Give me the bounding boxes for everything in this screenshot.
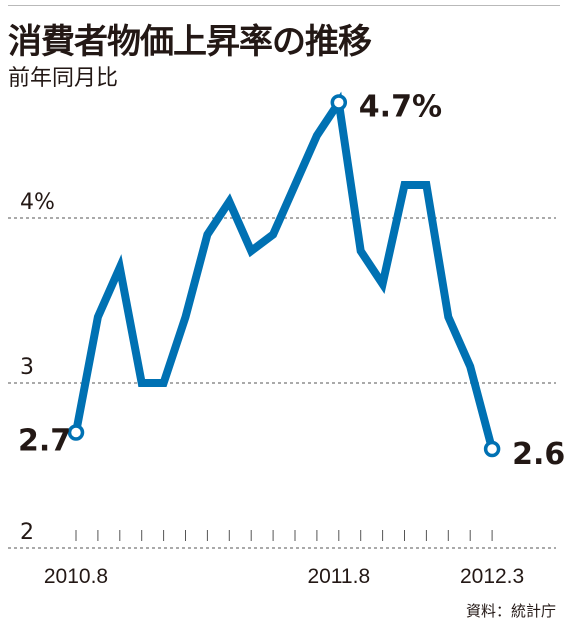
x-tick-label-1: 2011.8 bbox=[307, 565, 370, 588]
y-tick-label-2: 4% bbox=[20, 190, 55, 215]
point-marker-2 bbox=[483, 440, 501, 458]
y-tick-label-0: 2 bbox=[20, 520, 34, 545]
point-marker-1 bbox=[330, 94, 348, 111]
point-label-2: 2.6 bbox=[512, 437, 565, 472]
chart-subtitle: 前年同月比 bbox=[8, 66, 119, 91]
source-note: 資料：統計庁 bbox=[465, 602, 556, 620]
point-marker-0 bbox=[67, 424, 85, 441]
x-tick-label-0: 2010.8 bbox=[44, 565, 108, 588]
chart-title: 消費者物価上昇率の推移 bbox=[8, 22, 372, 62]
point-label-0: 2.7 bbox=[18, 424, 71, 459]
top-rule bbox=[8, 5, 560, 6]
y-tick-label-1: 3 bbox=[20, 355, 34, 380]
point-label-1: 4.7% bbox=[359, 90, 442, 125]
x-tick-label-2: 2012.3 bbox=[460, 565, 524, 588]
series-line bbox=[72, 91, 496, 451]
